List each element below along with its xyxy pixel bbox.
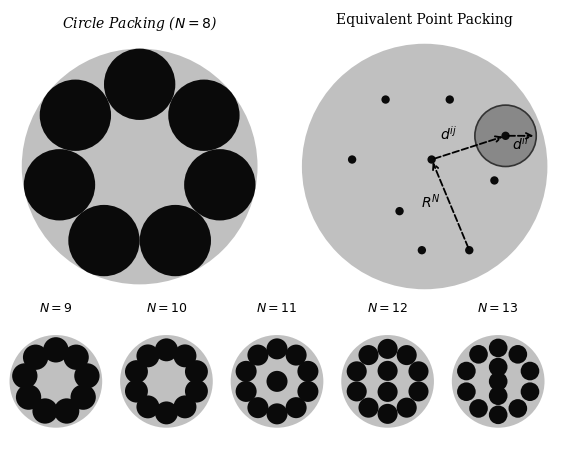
Circle shape: [520, 382, 539, 401]
Circle shape: [508, 345, 527, 364]
Circle shape: [68, 205, 140, 276]
Text: $N = 10$: $N = 10$: [145, 302, 188, 315]
Circle shape: [465, 246, 474, 254]
Circle shape: [489, 387, 507, 405]
Circle shape: [235, 381, 256, 402]
Circle shape: [136, 344, 160, 367]
Circle shape: [341, 335, 434, 428]
Circle shape: [125, 380, 148, 403]
Circle shape: [32, 398, 58, 423]
Circle shape: [359, 345, 378, 365]
Circle shape: [185, 380, 208, 403]
Circle shape: [418, 246, 426, 254]
Circle shape: [231, 335, 323, 428]
Circle shape: [397, 345, 417, 365]
Text: $d^{ij}$: $d^{ij}$: [441, 124, 458, 142]
Circle shape: [43, 337, 68, 363]
Circle shape: [489, 372, 507, 391]
Circle shape: [348, 155, 356, 164]
Circle shape: [168, 80, 239, 151]
Circle shape: [185, 360, 208, 383]
Text: $N = 9$: $N = 9$: [39, 302, 73, 315]
Circle shape: [489, 405, 507, 424]
Circle shape: [247, 345, 268, 365]
Text: $d^{ii}$: $d^{ii}$: [512, 135, 530, 153]
Circle shape: [428, 155, 436, 164]
Circle shape: [155, 338, 178, 361]
Circle shape: [377, 382, 398, 402]
Circle shape: [267, 403, 287, 424]
Circle shape: [71, 384, 96, 410]
Circle shape: [520, 362, 539, 380]
Text: $N = 11$: $N = 11$: [256, 302, 298, 315]
Circle shape: [502, 131, 510, 140]
Circle shape: [347, 361, 367, 381]
Circle shape: [40, 80, 111, 151]
Circle shape: [298, 361, 319, 382]
Circle shape: [22, 49, 258, 284]
Circle shape: [396, 207, 404, 216]
Circle shape: [508, 399, 527, 418]
Circle shape: [409, 361, 429, 381]
Circle shape: [74, 363, 100, 388]
Circle shape: [457, 362, 476, 380]
Circle shape: [286, 397, 307, 418]
Text: $N = 13$: $N = 13$: [478, 302, 519, 315]
Circle shape: [12, 363, 38, 388]
Circle shape: [184, 149, 255, 220]
Circle shape: [302, 44, 547, 289]
Circle shape: [489, 338, 507, 357]
Circle shape: [125, 360, 148, 383]
Circle shape: [381, 95, 390, 104]
Circle shape: [235, 361, 256, 382]
Title: Circle Packing ($N = 8$): Circle Packing ($N = 8$): [62, 14, 217, 32]
Circle shape: [457, 382, 476, 401]
Circle shape: [267, 338, 287, 360]
Circle shape: [489, 358, 507, 376]
Circle shape: [377, 404, 398, 424]
Circle shape: [446, 95, 454, 104]
Circle shape: [24, 149, 95, 220]
Circle shape: [140, 205, 211, 276]
Circle shape: [54, 398, 79, 423]
Circle shape: [452, 335, 544, 428]
Circle shape: [136, 396, 160, 419]
Circle shape: [298, 381, 319, 402]
Title: Equivalent Point Packing: Equivalent Point Packing: [336, 13, 513, 27]
Circle shape: [247, 397, 268, 418]
Circle shape: [469, 345, 488, 364]
Circle shape: [120, 335, 213, 428]
Text: $N = 12$: $N = 12$: [367, 302, 408, 315]
Circle shape: [377, 361, 398, 381]
Circle shape: [469, 399, 488, 418]
Circle shape: [409, 382, 429, 401]
Circle shape: [10, 335, 102, 428]
Circle shape: [397, 398, 417, 418]
Circle shape: [23, 345, 48, 370]
Circle shape: [63, 345, 89, 370]
Circle shape: [173, 396, 197, 419]
Text: $R^N$: $R^N$: [421, 192, 441, 211]
Circle shape: [286, 345, 307, 365]
Circle shape: [16, 384, 41, 410]
Circle shape: [267, 371, 287, 392]
Circle shape: [155, 401, 178, 424]
Circle shape: [347, 382, 367, 401]
Circle shape: [104, 49, 176, 120]
Circle shape: [359, 398, 378, 418]
Circle shape: [490, 176, 499, 184]
Circle shape: [475, 105, 536, 166]
Circle shape: [173, 344, 197, 367]
Circle shape: [377, 339, 398, 359]
